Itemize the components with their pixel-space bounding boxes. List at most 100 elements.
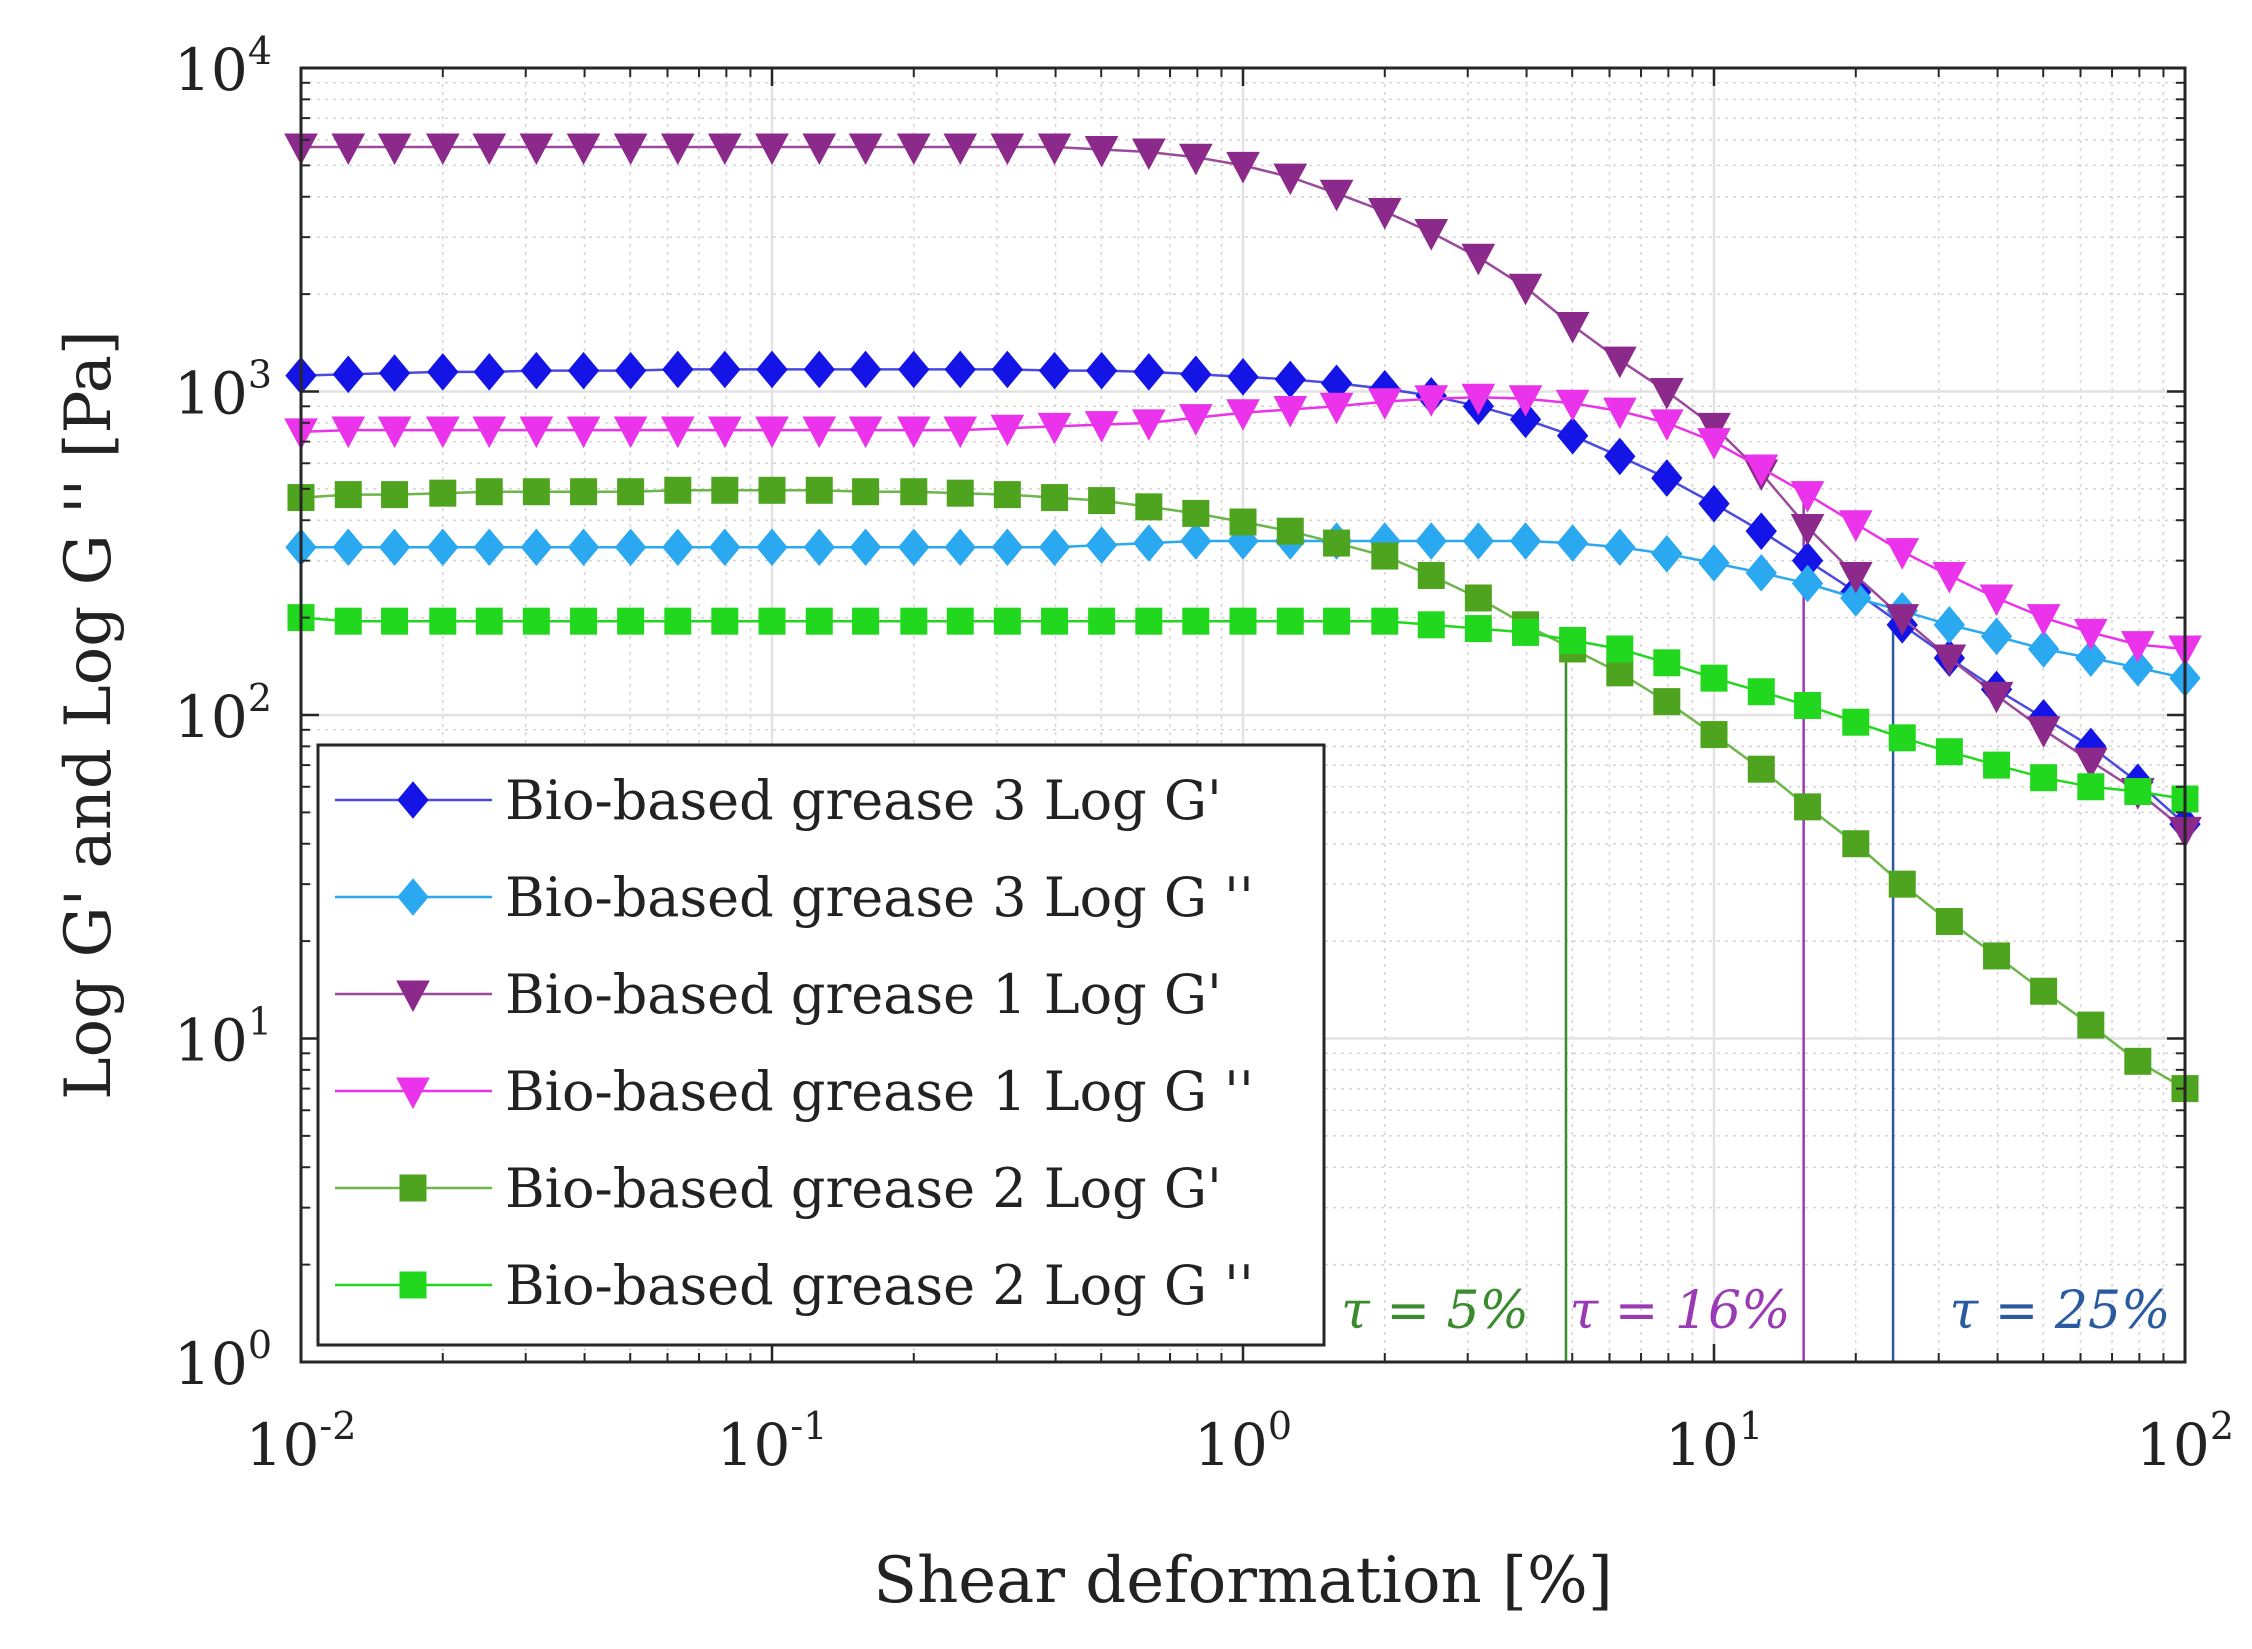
data-point [805,607,833,635]
data-point [756,350,788,389]
data-point [2075,639,2107,677]
data-point [852,607,880,635]
x-tick-exponent: 0 [1268,1404,1292,1448]
x-tick-label: 102 [2136,1404,2234,1479]
y-tick-label: 103 [174,353,272,428]
legend-box [316,743,1326,1347]
data-point [660,133,695,166]
data-point [943,133,978,166]
data-point [1653,688,1681,716]
data-point [1414,385,1449,417]
data-point [1935,738,1963,766]
legend-marker [397,781,429,819]
data-point [2073,747,2108,780]
data-point [473,353,505,391]
data-point [1556,524,1589,562]
data-point [2030,977,2058,1005]
data-point [1464,584,1492,612]
data-point [1602,346,1637,379]
data-point [943,416,978,449]
legend-marker [396,980,430,1013]
data-point [381,481,409,509]
data-point [991,528,1024,567]
data-point [1273,163,1308,196]
data-point [2120,631,2155,663]
data-point [1085,526,1118,564]
data-point [946,607,974,635]
data-point [614,351,647,390]
data-point [1319,392,1354,425]
data-point [1509,400,1542,439]
y-tick-label: 100 [174,1323,272,1398]
y-tick-base: 10 [174,360,248,428]
y-tick-exponent: 3 [248,353,272,397]
data-point [378,354,411,392]
axis-ticks [299,66,2187,1364]
data-point [1041,484,1069,512]
data-point [1556,416,1589,455]
legend-label: Bio-based grease 1 Log G' [505,963,1222,1026]
data-point [1131,138,1166,171]
data-point [1697,428,1731,460]
data-point [332,355,364,394]
data-point [1367,198,1402,230]
data-point [520,351,553,390]
data-point [1790,513,1825,546]
data-point [1367,388,1402,420]
data-point [1371,542,1399,570]
data-point [1698,544,1730,582]
data-point [2073,618,2108,651]
y-axis-label: Log G' and Log G '' [Pa] [52,330,126,1100]
threshold-labels: τ = 5% τ = 16% τ = 25% [1341,1281,2170,1341]
data-point [707,133,742,166]
data-point [662,528,694,567]
data-point [1649,409,1684,441]
series-group [284,383,2202,668]
data-point [1747,678,1775,706]
data-point [377,416,412,449]
x-tick-base: 10 [1665,1411,1739,1479]
data-point [614,528,647,567]
x-tick-base: 10 [246,1411,320,1479]
data-point [519,416,554,449]
data-point [1084,411,1119,443]
data-point [991,350,1024,389]
y-tick-exponent: 0 [248,1323,272,1367]
data-point [709,350,741,389]
data-point [1791,564,1824,603]
y-tick-base: 10 [174,1007,248,1075]
data-point [1698,484,1730,523]
data-point [1178,404,1213,436]
data-point [1323,529,1351,557]
data-point [1555,389,1590,422]
data-point [896,416,931,449]
data-point [427,528,459,567]
data-point [1744,454,1779,487]
data-point [617,607,645,635]
data-point [664,476,692,504]
x-tick-label: 10-2 [246,1404,357,1479]
data-point [2124,1047,2152,1075]
data-point [425,416,460,449]
x-tick-exponent: 1 [1739,1404,1763,1448]
data-point [802,133,837,166]
data-point [707,416,742,449]
x-tick-base: 10 [1194,1411,1268,1479]
data-point [378,528,411,567]
data-point [848,133,883,166]
data-point [1885,604,1920,636]
data-point [566,416,601,449]
data-point [2030,764,2058,792]
data-point [1323,607,1351,635]
data-point [1276,517,1304,545]
data-point [1084,135,1119,168]
data-point [660,416,695,449]
data-point [1180,355,1212,394]
data-point [2122,648,2154,687]
data-point [1559,626,1587,654]
data-point [664,607,692,635]
data-point [472,133,507,166]
data-point [1133,524,1165,562]
series-group [284,133,2202,849]
data-point [1606,659,1634,687]
